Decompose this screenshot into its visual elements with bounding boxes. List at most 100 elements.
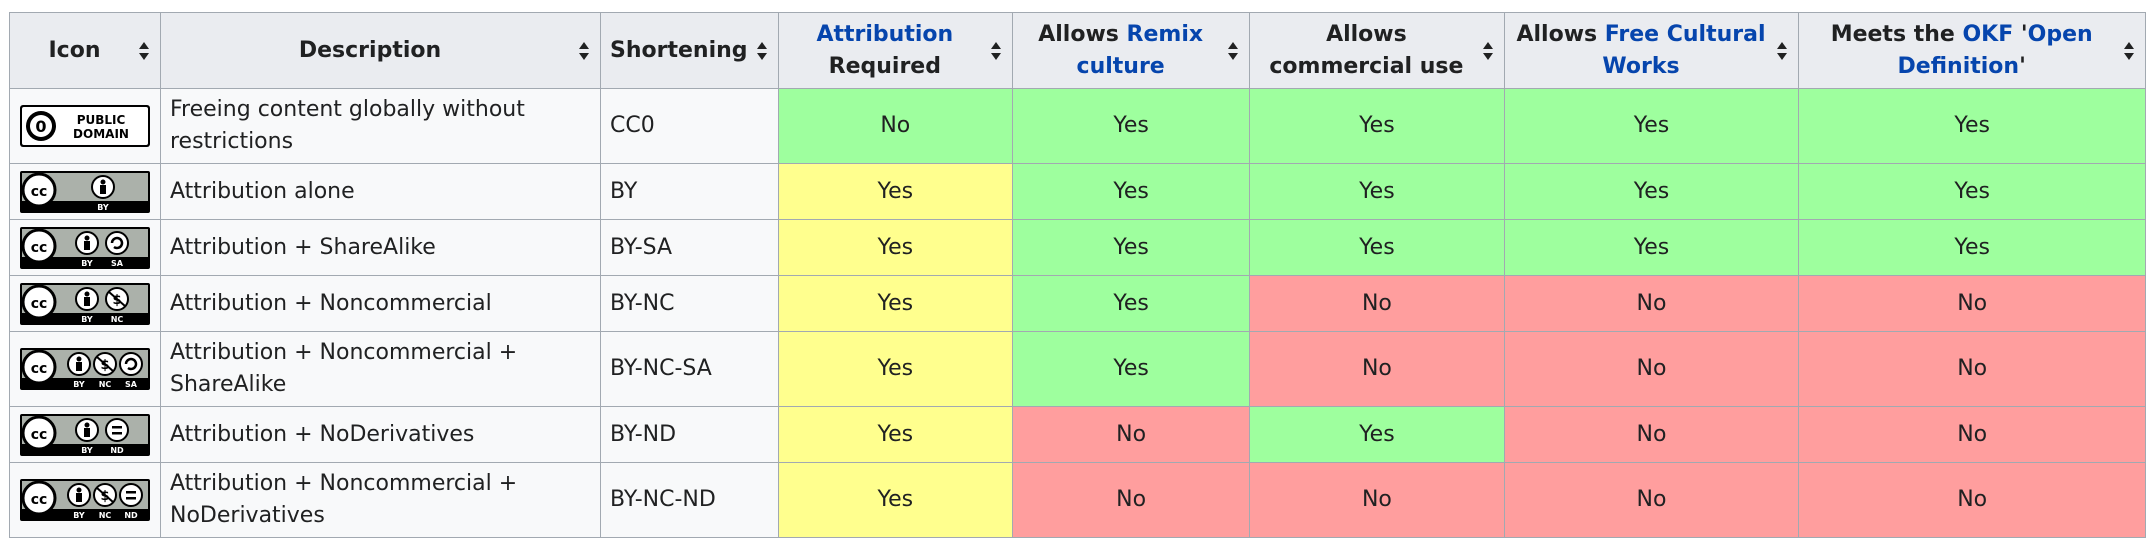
open-definition-cell: No [1798,462,2146,538]
attribution-cell: Yes [777,406,1014,463]
commercial-cell: Yes [1249,219,1505,276]
icon-cell: cc BY $ NC [9,275,161,332]
col-header-attribution[interactable]: Attribution Required [777,12,1014,89]
open-definition-link[interactable]: Open Definition [1897,21,2093,79]
sort-icon[interactable] [990,41,1002,61]
remix-cell: Yes [1012,88,1251,164]
free-cultural-works-cell: No [1503,275,1800,332]
icon-cell: cc BY [9,163,161,220]
col-header-okf[interactable]: Meets the OKF 'Open Definition' [1798,12,2146,89]
commercial-cell: Yes [1249,406,1505,463]
svg-text:ND: ND [110,446,124,455]
icon-cell: cc BY SA [9,219,161,276]
sort-icon[interactable] [756,41,768,61]
remix-cell: Yes [1012,275,1251,332]
svg-text:SA: SA [125,380,138,389]
col-header-description[interactable]: Description [159,12,602,89]
cc-by-icon[interactable]: cc BY [19,170,151,214]
svg-text:BY: BY [73,511,85,520]
table-row: cc BY $ NC SA Attribution + Noncommercial + S… [9,331,2146,407]
svg-text:cc: cc [31,492,48,508]
attribution-cell: Yes [777,219,1014,276]
attribution-cell: Yes [777,163,1014,220]
svg-text:cc: cc [31,361,48,377]
commercial-cell: No [1249,462,1505,538]
svg-text:BY: BY [97,203,109,212]
free-cultural-works-cell: No [1503,406,1800,463]
table-body: 0 PUBLIC DOMAIN Freeing content globally wi… [9,88,2146,538]
table-row: cc BY Attribution alone BY Yes Yes Yes Yes Yes [9,163,2146,220]
remix-cell: Yes [1012,219,1251,276]
cc-by-sa-icon[interactable]: cc BY SA [19,226,151,270]
remix-culture-link[interactable]: Remix culture [1076,21,1204,79]
description-cell: Attribution alone [159,163,602,220]
remix-cell: No [1012,462,1251,538]
shortening-cell: CC0 [600,88,779,164]
commercial-cell: No [1249,275,1505,332]
table-row: cc BY ND Attribution + NoDerivatives BY-ND Ye… [9,406,2146,463]
free-cultural-works-cell: No [1503,331,1800,407]
svg-text:$: $ [112,293,121,308]
svg-text:SA: SA [111,259,124,268]
icon-cell: cc BY $ NC SA [9,331,161,407]
remix-cell: No [1012,406,1251,463]
sort-icon[interactable] [1227,41,1239,61]
svg-text:ND: ND [124,511,138,520]
shortening-cell: BY [600,163,779,220]
free-cultural-works-cell: No [1503,462,1800,538]
col-header-remix[interactable]: Allows Remix culture [1012,12,1251,89]
description-cell: Attribution + NoDerivatives [159,406,602,463]
cc-by-nd-icon[interactable]: cc BY ND [19,413,151,457]
free-cultural-works-cell: Yes [1503,163,1800,220]
svg-text:BY: BY [81,315,93,324]
table-row: cc BY $ NC Attribution + Noncommercial BY-NC Y… [9,275,2146,332]
col-header-free-cultural-works[interactable]: Allows Free Cultural Works [1503,12,1800,89]
open-definition-cell: Yes [1798,219,2146,276]
free-cultural-works-cell: Yes [1503,88,1800,164]
svg-text:cc: cc [31,240,48,256]
svg-text:NC: NC [99,380,112,389]
attribution-cell: Yes [777,462,1014,538]
remix-cell: Yes [1012,331,1251,407]
sort-icon[interactable] [2123,41,2135,61]
col-header-commercial[interactable]: Allows commercial use [1249,12,1505,89]
header-row: Icon Description Shortening Attribution R… [9,12,2146,89]
description-cell: Attribution + ShareAlike [159,219,602,276]
col-header-shortening[interactable]: Shortening [600,12,779,89]
shortening-cell: BY-ND [600,406,779,463]
remix-cell: Yes [1012,163,1251,220]
sort-icon[interactable] [1482,41,1494,61]
sort-icon[interactable] [578,41,590,61]
okf-link[interactable]: OKF [1962,21,2014,47]
commercial-cell: Yes [1249,163,1505,220]
shortening-cell: BY-NC-ND [600,462,779,538]
attribution-cell: Yes [777,275,1014,332]
sort-icon[interactable] [138,41,150,61]
svg-text:BY: BY [81,259,93,268]
free-cultural-works-cell: Yes [1503,219,1800,276]
open-definition-cell: No [1798,331,2146,407]
col-header-icon[interactable]: Icon [9,12,161,89]
shortening-cell: BY-NC-SA [600,331,779,407]
icon-text-public: PUBLIC [77,113,126,127]
open-definition-cell: No [1798,275,2146,332]
commercial-cell: No [1249,331,1505,407]
cc-by-nc-sa-icon[interactable]: cc BY $ NC SA [19,347,151,391]
cc-by-nc-icon[interactable]: cc BY $ NC [19,282,151,326]
open-definition-cell: Yes [1798,163,2146,220]
cc-by-nc-nd-icon[interactable]: cc BY $ NC ND [19,478,151,522]
license-comparison-table: Icon Description Shortening Attribution R… [9,12,2146,538]
table-row: 0 PUBLIC DOMAIN Freeing content globally wi… [9,88,2146,164]
svg-text:BY: BY [81,446,93,455]
svg-text:cc: cc [31,296,48,312]
description-cell: Freeing content globally without restric… [159,88,602,164]
description-cell: Attribution + Noncommercial + NoDerivati… [159,462,602,538]
commercial-cell: Yes [1249,88,1505,164]
free-cultural-works-link[interactable]: Free Cultural Works [1602,21,1766,79]
table-row: cc BY $ NC ND Attribution + Noncommercial + N… [9,462,2146,538]
svg-text:NC: NC [111,315,124,324]
attribution-link[interactable]: Attribution [816,21,954,47]
sort-icon[interactable] [1776,41,1788,61]
description-cell: Attribution + Noncommercial + ShareAlike [159,331,602,407]
